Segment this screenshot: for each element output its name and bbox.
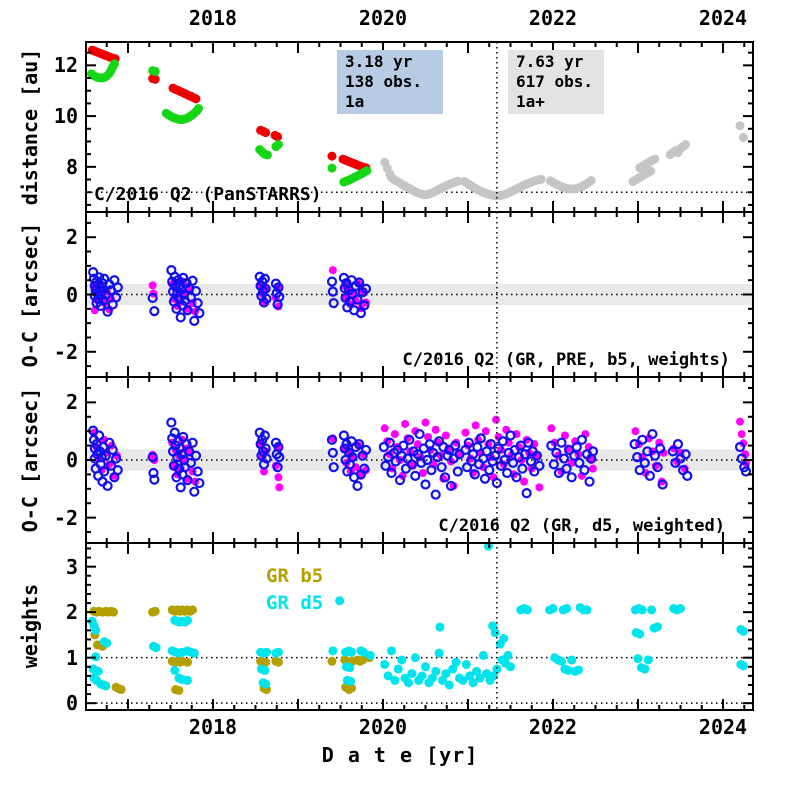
top-axis-label-2022: 2022	[528, 6, 578, 30]
zero-band	[86, 283, 753, 306]
panel-oc-d5	[85, 376, 754, 544]
ytick-label-oc-pre-b5--2: -2	[53, 339, 78, 364]
ytick-label-oc-pre-b5-2: 2	[65, 225, 78, 250]
x-axis-title: D a t e [yr]	[321, 743, 479, 767]
top-axis-label-2024: 2024	[698, 6, 748, 30]
panel2-solution-label: C/2016 Q2 (GR, PRE, b5, weights)	[402, 350, 730, 370]
bottom-axis-label-2024: 2024	[698, 715, 748, 739]
top-axis-label-2020: 2020	[358, 6, 408, 30]
legend-item-gr-d5: GR d5	[266, 592, 324, 614]
arc1-annotation-box: 3.18 yr 138 obs. 1a	[337, 50, 443, 114]
tick-marks	[86, 543, 753, 710]
panel1-object-label: C/2016 Q2 (PanSTARRS)	[94, 184, 322, 205]
arc1-obs-count: 138 obs.	[345, 72, 423, 91]
panel-distance	[85, 41, 754, 213]
ytick-label-oc-d5--2: -2	[53, 505, 78, 530]
ytick-label-distance-8: 8	[65, 154, 78, 179]
tick-marks	[86, 377, 753, 543]
ytick-label-oc-pre-b5-0: 0	[65, 282, 78, 307]
series-gray-dots	[380, 121, 748, 201]
bottom-axis-label-2020: 2020	[358, 715, 408, 739]
panel-weights	[85, 542, 754, 711]
series-red-dots	[87, 45, 371, 173]
series-blue-open-circles	[88, 417, 752, 500]
ytick-label-oc-d5-2: 2	[65, 390, 78, 415]
ytick-label-oc-d5-0: 0	[65, 448, 78, 472]
arc2-length: 7.63 yr	[516, 52, 584, 71]
arc2-obs-count: 617 obs.	[516, 72, 594, 91]
top-axis-label-2018: 2018	[188, 6, 238, 30]
ytick-label-weights-3: 3	[65, 554, 78, 579]
arc2-quality-class: 1a+	[516, 92, 545, 111]
series-gr-d5-weights	[87, 543, 748, 691]
panel-frame	[85, 542, 754, 711]
arc1-length: 3.18 yr	[345, 52, 413, 71]
bottom-axis-label-2018: 2018	[188, 715, 238, 739]
bottom-axis-label-2022: 2022	[528, 715, 578, 739]
legend-item-gr-b5: GR b5	[266, 565, 324, 587]
ytick-label-weights-0: 0	[65, 691, 78, 716]
series-blue-open-circles	[88, 265, 372, 326]
ytick-label-distance-12: 12	[53, 53, 78, 78]
ytick-label-weights-2: 2	[65, 600, 78, 625]
panel-oc-pre-b5	[85, 211, 754, 378]
ytick-label-distance-10: 10	[53, 104, 78, 129]
arc2-annotation-box: 7.63 yr 617 obs. 1a+	[508, 50, 604, 114]
ytick-label-weights-1: 1	[65, 645, 78, 670]
series-green-dots	[86, 59, 372, 187]
panel3-solution-label: C/2016 Q2 (GR, d5, weighted)	[438, 516, 725, 536]
arc1-quality-class: 1a	[345, 92, 365, 111]
